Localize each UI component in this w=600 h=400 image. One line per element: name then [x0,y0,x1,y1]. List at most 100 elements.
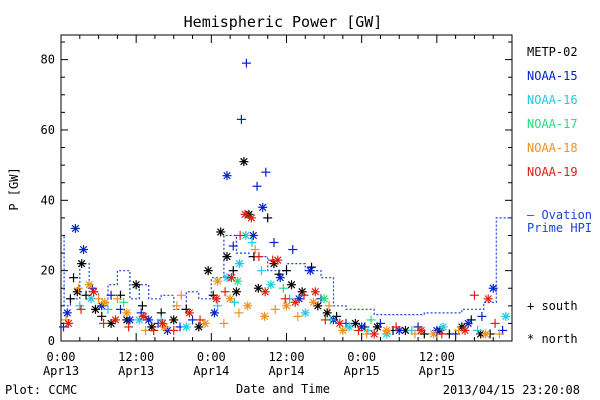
data-point [490,318,500,328]
data-point [438,322,448,332]
data-point [266,280,276,290]
data-point [195,315,205,325]
x-tick-time-label: 12:00 [268,350,304,364]
y-axis-label: P [GW] [7,167,21,210]
data-point [282,301,291,311]
data-point [366,315,376,325]
legend-item: NOAA-18 [527,141,578,155]
y-tick-label: 80 [41,53,55,67]
data-point [84,280,94,290]
data-point [477,311,487,321]
x-tick-date-label: Apr14 [193,364,229,378]
data-point [110,315,120,325]
data-point [322,308,332,318]
data-point [169,315,179,325]
data-point [469,290,479,300]
data-point [222,171,232,181]
data-point [248,230,258,240]
data-point [287,280,297,290]
data-point [211,294,221,304]
data-point [247,238,257,248]
data-point [235,230,245,240]
legend: METP-02 NOAA-15 NOAA-16 NOAA-17 NOAA-18 NOAA-… [527,45,578,179]
data-point [116,304,126,314]
marker-key-south: + south [527,299,578,313]
x-tick-date-label: Apr14 [268,364,304,378]
data-point [335,318,345,328]
data-point [99,318,109,328]
data-point [236,114,246,124]
marker-key-north: * north [527,332,578,346]
data-point [64,318,74,328]
data-point [256,266,266,276]
data-point [261,167,271,177]
data-point [94,294,104,304]
data-point [234,308,244,318]
data-point [254,252,264,262]
data-point [119,297,129,307]
data-point [483,294,493,304]
data-point [460,325,470,335]
data-point [282,266,291,276]
data-point [231,287,241,297]
data-point [228,241,238,251]
data-point [157,318,167,328]
data-point [131,280,141,290]
data-point [200,318,210,328]
data-point [209,308,219,318]
data-point [81,290,91,300]
data-point [250,245,260,255]
data-point [375,318,385,328]
x-tick-time-label: 0:00 [47,350,76,364]
data-point [220,287,230,297]
data-point [437,329,447,339]
data-point [106,290,116,300]
data-point [226,273,236,283]
data-point [90,304,100,314]
data-point [219,318,229,328]
data-point [125,315,135,325]
data-point [233,276,243,286]
data-point [169,325,179,335]
data-point [86,294,96,304]
data-point [76,304,86,314]
y-axis: 0 20 40 60 80 [41,41,512,348]
data-point [324,301,334,311]
data-point [216,227,226,237]
data-point [290,297,300,307]
data-point [473,325,483,335]
data-point [481,329,491,339]
data-point [320,315,330,325]
data-point [141,325,151,335]
data-point [494,329,504,339]
data-point [100,297,110,307]
data-point [354,325,364,335]
data-point [137,301,147,311]
data-point [260,311,270,321]
y-tick-label: 0 [48,334,55,348]
x-tick-date-label: Apr15 [419,364,455,378]
data-point [144,315,154,325]
x-axis: 0:00Apr1312:00Apr130:00Apr1412:00Apr140:… [43,35,513,378]
data-point [429,329,439,339]
data-point [241,58,251,68]
data-point [382,325,392,335]
chart-title: Hemispheric Power [GW] [184,13,383,31]
data-point [194,322,204,332]
x-axis-label: Date and Time [236,382,330,396]
data-point [124,322,134,332]
data-point [70,223,80,233]
x-tick-date-label: Apr13 [118,364,154,378]
data-point [184,308,194,318]
data-point [308,297,318,307]
y-tick-label: 20 [41,264,55,278]
data-point [263,213,273,223]
x-tick-date-label: Apr15 [344,364,380,378]
legend-item: NOAA-16 [527,93,578,107]
data-point [416,325,426,335]
data-point [501,311,511,321]
data-point [228,266,238,276]
data-point [369,329,379,339]
data-point [305,266,315,276]
